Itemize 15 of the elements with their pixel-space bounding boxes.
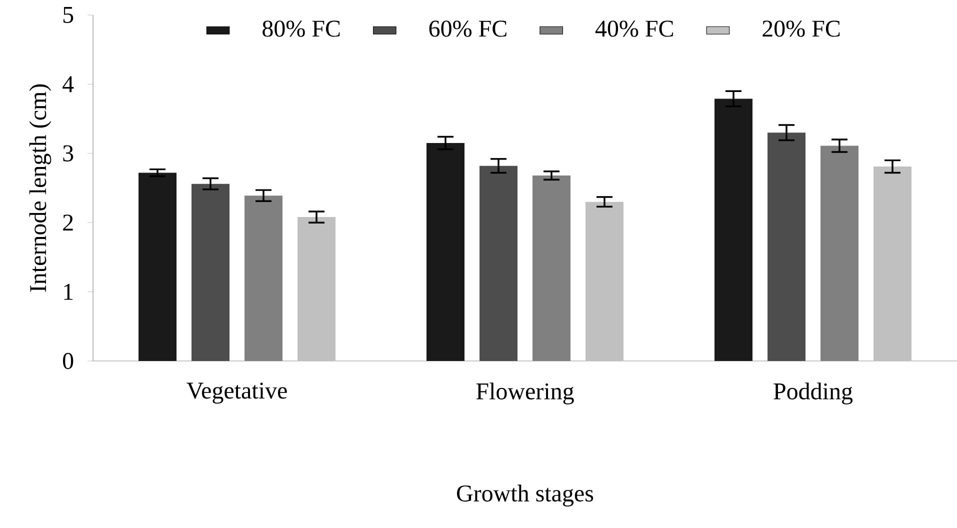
y-tick-label: 4 [62,76,74,92]
x-tick-label: Flowering [476,382,574,404]
y-tick-label: 5 [63,7,74,23]
y-tick-label: 0 [63,352,74,370]
legend-label: 20% FC [762,20,840,37]
legend-label: 60% FC [429,20,506,37]
legend-label: 80% FC [262,20,340,37]
x-tick-label: Vegetative [186,382,287,404]
y-tick-label: 2 [63,214,73,231]
x-axis-title: Growth stages [456,484,594,507]
y-tick-label: 1 [64,284,73,300]
legend-label: 40% FC [595,20,673,37]
y-tick-label: 3 [63,145,74,162]
y-axis-title: Internode length (cm) [29,84,52,292]
x-tick-label: Podding [774,382,853,404]
